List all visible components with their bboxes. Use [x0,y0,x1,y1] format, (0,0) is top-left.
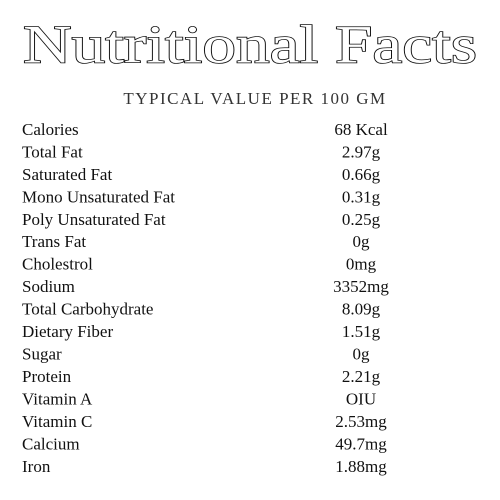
nutrient-name: Iron [22,457,51,476]
nutrient-name: Vitamin A [22,390,93,409]
nutrient-value: 2.21g [342,367,381,386]
nutrient-name: Mono Unsaturated Fat [22,187,175,206]
nutrient-name: Protein [22,367,72,386]
nutrient-value: 49.7mg [335,434,387,453]
nutrient-value: 3352mg [333,277,389,296]
subtitle: TYPICAL VALUE PER 100 GM [123,89,386,108]
nutrient-name: Sodium [22,277,75,296]
nutrient-name: Calories [22,120,79,139]
nutrient-name: Calcium [22,434,80,453]
nutrient-name: Trans Fat [22,232,86,251]
nutrient-value: 0.25g [342,210,381,229]
nutrient-name: Sugar [22,345,62,364]
nutrient-value: 0g [353,345,371,364]
nutrient-name: Cholestrol [22,255,93,274]
nutrient-name: Total Fat [22,142,83,161]
nutrient-value: 0.66g [342,165,381,184]
nutrient-value: 0.31g [342,187,381,206]
nutrient-value: 0g [353,232,371,251]
nutrient-name: Dietary Fiber [22,322,113,341]
title: Nutritional Facts [23,14,477,74]
nutrient-name: Total Carbohydrate [22,300,153,319]
nutrient-value: 68 Kcal [334,120,388,139]
nutrient-value: 1.51g [342,322,381,341]
nutrient-value: 8.09g [342,300,381,319]
nutrient-value: 2.53mg [335,412,387,431]
nutrient-value: 1.88mg [335,457,387,476]
nutrient-name: Poly Unsaturated Fat [22,210,166,229]
nutrient-value: 2.97g [342,142,381,161]
nutrient-name: Saturated Fat [22,165,112,184]
nutrient-name: Vitamin C [22,412,92,431]
nutrient-value: OIU [346,390,376,409]
nutrient-value: 0mg [346,255,377,274]
